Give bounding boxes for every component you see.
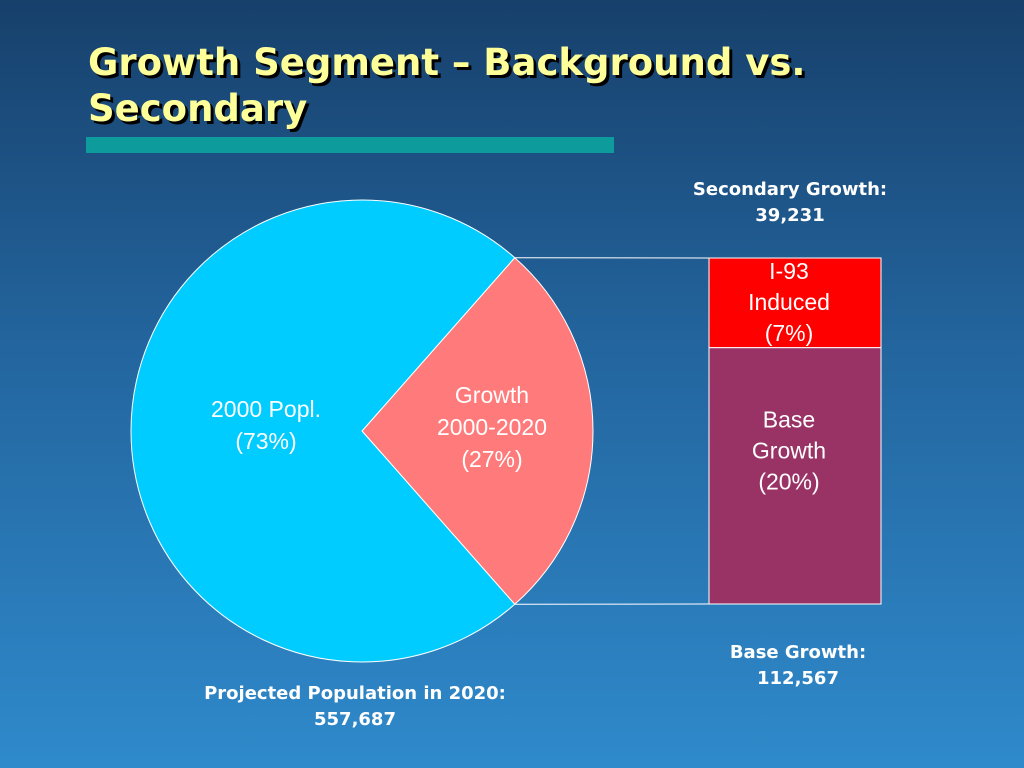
secondary-growth-caption: Secondary Growth: 39,231 <box>692 179 888 226</box>
projected-population-caption: Projected Population in 2020: 557,687 <box>204 683 506 730</box>
pie-slice-growth <box>361 257 594 605</box>
bar-segment-i93-induced <box>708 257 882 349</box>
slide-title: Growth Segment – Background vs. Secondar… <box>88 41 806 130</box>
title-underline <box>86 137 614 153</box>
base-growth-caption: Base Growth: 112,567 <box>729 642 867 689</box>
pie-chart: Growth 2000-2020 (27%) 2000 Popl. (73%) <box>130 199 594 663</box>
breakdown-bar: I-93 Induced (7%) Base Growth (20%) <box>708 257 882 605</box>
bar-label-base-growth: Base Growth (20%) <box>752 407 826 495</box>
bar-label-i93-induced: I-93 Induced (7%) <box>748 258 830 346</box>
pie-label-2000-population: 2000 Popl. (73%) <box>211 396 321 454</box>
pie-slice-2000-population <box>130 199 516 663</box>
pie-label-growth: Growth 2000-2020 (27%) <box>437 382 547 472</box>
connector-lines <box>514 257 710 605</box>
bar-segment-base-growth <box>708 347 882 605</box>
